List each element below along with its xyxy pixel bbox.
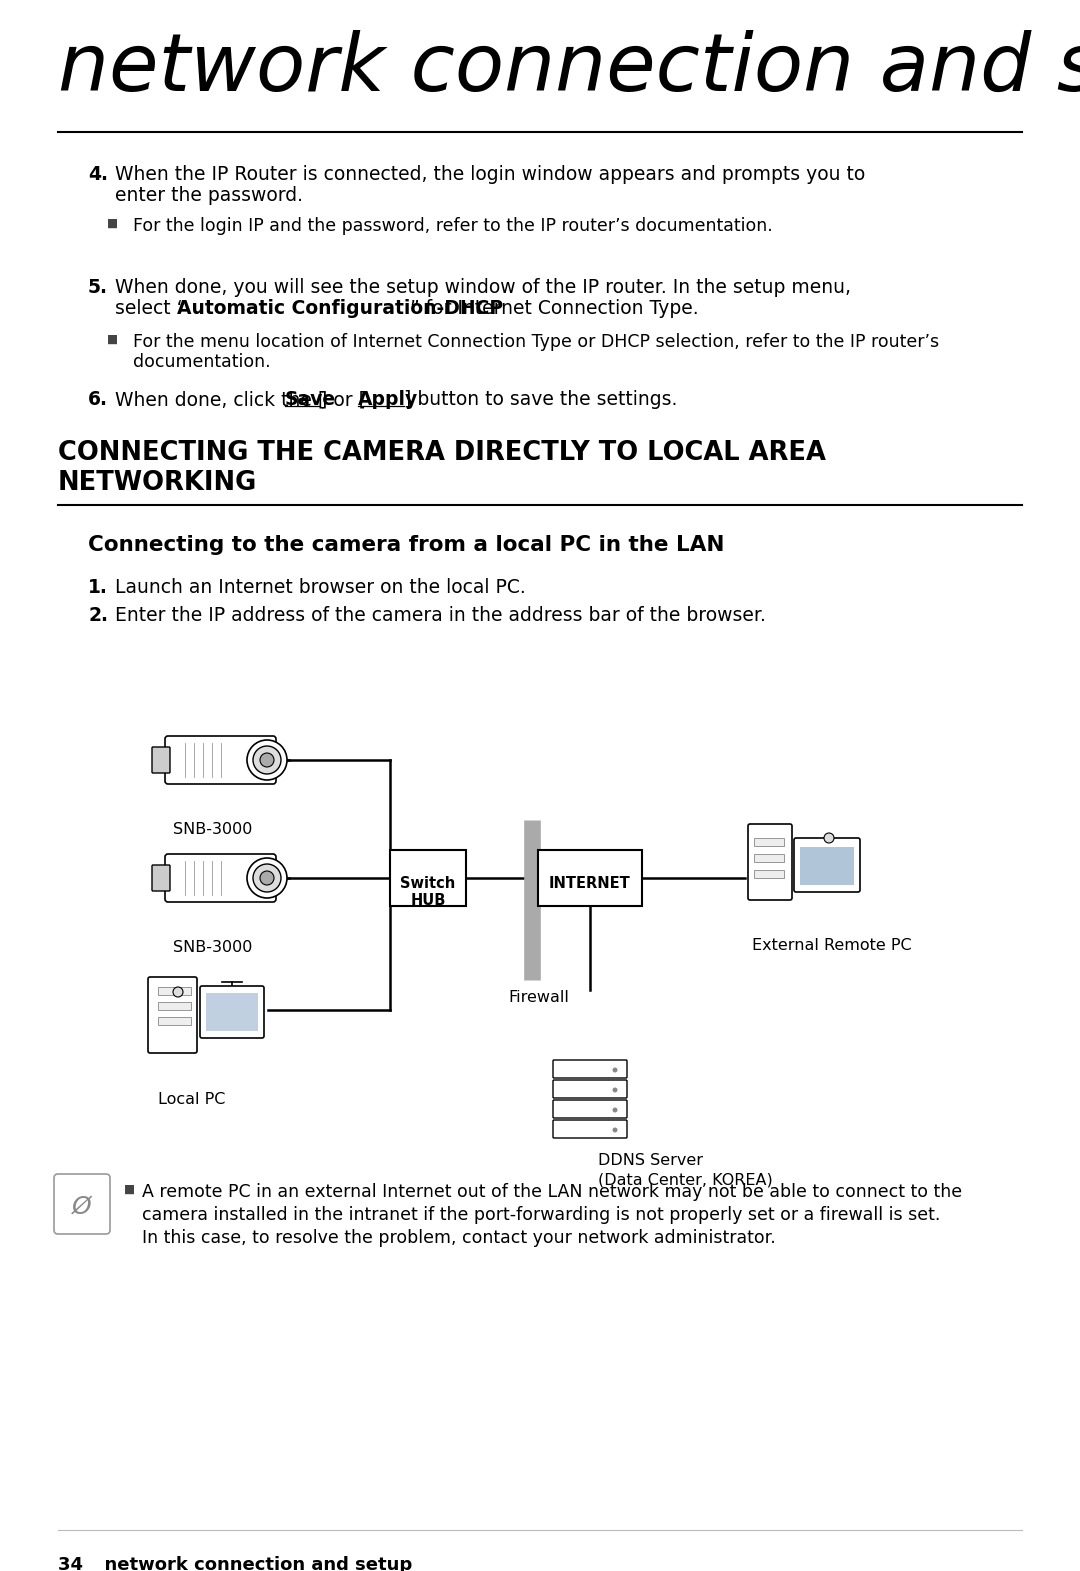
FancyBboxPatch shape: [754, 855, 784, 862]
Text: When done, you will see the setup window of the IP router. In the setup menu,: When done, you will see the setup window…: [114, 278, 851, 297]
Text: Automatic Configuration-DHCP: Automatic Configuration-DHCP: [177, 298, 503, 317]
Text: camera installed in the intranet if the port-forwarding is not properly set or a: camera installed in the intranet if the …: [141, 1207, 941, 1224]
Circle shape: [612, 1087, 618, 1092]
Text: DDNS Server
(Data Center, KOREA): DDNS Server (Data Center, KOREA): [598, 1153, 773, 1188]
Text: Local PC: Local PC: [158, 1092, 226, 1108]
Text: select “: select “: [114, 298, 186, 317]
Text: 1.: 1.: [87, 578, 108, 597]
Circle shape: [253, 746, 281, 775]
FancyBboxPatch shape: [800, 847, 854, 884]
FancyBboxPatch shape: [754, 870, 784, 878]
Circle shape: [824, 833, 834, 844]
Text: Ø: Ø: [72, 1196, 92, 1219]
FancyBboxPatch shape: [390, 850, 465, 906]
Text: ] button to save the settings.: ] button to save the settings.: [404, 390, 677, 408]
Text: ■: ■: [107, 217, 118, 229]
FancyBboxPatch shape: [165, 735, 276, 784]
Circle shape: [173, 987, 183, 998]
Text: Firewall: Firewall: [508, 990, 569, 1005]
Text: When the IP Router is connected, the login window appears and prompts you to: When the IP Router is connected, the log…: [114, 165, 865, 184]
Text: INTERNET: INTERNET: [549, 877, 631, 891]
Circle shape: [612, 1068, 618, 1073]
Text: A remote PC in an external Internet out of the LAN network may not be able to co: A remote PC in an external Internet out …: [141, 1183, 962, 1200]
Text: ■: ■: [124, 1183, 135, 1196]
Text: Switch
HUB: Switch HUB: [401, 877, 456, 908]
Text: In this case, to resolve the problem, contact your network administrator.: In this case, to resolve the problem, co…: [141, 1229, 775, 1247]
Text: enter the password.: enter the password.: [114, 185, 303, 204]
Circle shape: [247, 858, 287, 899]
Text: For the menu location of Internet Connection Type or DHCP selection, refer to th: For the menu location of Internet Connec…: [133, 333, 940, 350]
Text: Connecting to the camera from a local PC in the LAN: Connecting to the camera from a local PC…: [87, 536, 725, 555]
Text: External Remote PC: External Remote PC: [752, 938, 912, 954]
Text: ] or [: ] or [: [320, 390, 366, 408]
FancyBboxPatch shape: [200, 987, 264, 1038]
FancyBboxPatch shape: [553, 1060, 627, 1078]
Circle shape: [260, 870, 274, 884]
Circle shape: [247, 740, 287, 779]
FancyBboxPatch shape: [553, 1120, 627, 1137]
FancyBboxPatch shape: [538, 850, 642, 906]
FancyBboxPatch shape: [748, 825, 792, 900]
Text: For the login IP and the password, refer to the IP router’s documentation.: For the login IP and the password, refer…: [133, 217, 773, 236]
Circle shape: [612, 1108, 618, 1112]
Text: SNB-3000: SNB-3000: [173, 939, 253, 955]
Text: ■: ■: [107, 333, 118, 346]
FancyBboxPatch shape: [794, 837, 860, 892]
Text: documentation.: documentation.: [133, 353, 271, 371]
Text: SNB-3000: SNB-3000: [173, 822, 253, 837]
Text: Save: Save: [285, 390, 336, 408]
FancyBboxPatch shape: [152, 866, 170, 891]
FancyBboxPatch shape: [553, 1100, 627, 1119]
Text: When done, click the [: When done, click the [: [114, 390, 325, 408]
Text: ” for Internet Connection Type.: ” for Internet Connection Type.: [410, 298, 699, 317]
Text: NETWORKING: NETWORKING: [58, 470, 257, 496]
Text: 4.: 4.: [87, 165, 108, 184]
Text: 5.: 5.: [87, 278, 108, 297]
Text: CONNECTING THE CAMERA DIRECTLY TO LOCAL AREA: CONNECTING THE CAMERA DIRECTLY TO LOCAL …: [58, 440, 826, 467]
Text: network connection and setup: network connection and setup: [58, 30, 1080, 108]
Text: Enter the IP address of the camera in the address bar of the browser.: Enter the IP address of the camera in th…: [114, 606, 766, 625]
FancyBboxPatch shape: [158, 987, 191, 994]
Circle shape: [260, 753, 274, 767]
FancyBboxPatch shape: [158, 1002, 191, 1010]
FancyBboxPatch shape: [148, 977, 197, 1053]
Text: 6.: 6.: [87, 390, 108, 408]
FancyBboxPatch shape: [754, 837, 784, 847]
FancyBboxPatch shape: [553, 1079, 627, 1098]
Text: 34_  network connection and setup: 34_ network connection and setup: [58, 1555, 413, 1571]
FancyBboxPatch shape: [152, 746, 170, 773]
Text: 2.: 2.: [87, 606, 108, 625]
FancyBboxPatch shape: [158, 1016, 191, 1024]
Circle shape: [253, 864, 281, 892]
FancyBboxPatch shape: [54, 1174, 110, 1233]
Circle shape: [612, 1128, 618, 1133]
Text: Apply: Apply: [357, 390, 418, 408]
FancyBboxPatch shape: [165, 855, 276, 902]
FancyBboxPatch shape: [206, 993, 258, 1031]
Text: Launch an Internet browser on the local PC.: Launch an Internet browser on the local …: [114, 578, 526, 597]
